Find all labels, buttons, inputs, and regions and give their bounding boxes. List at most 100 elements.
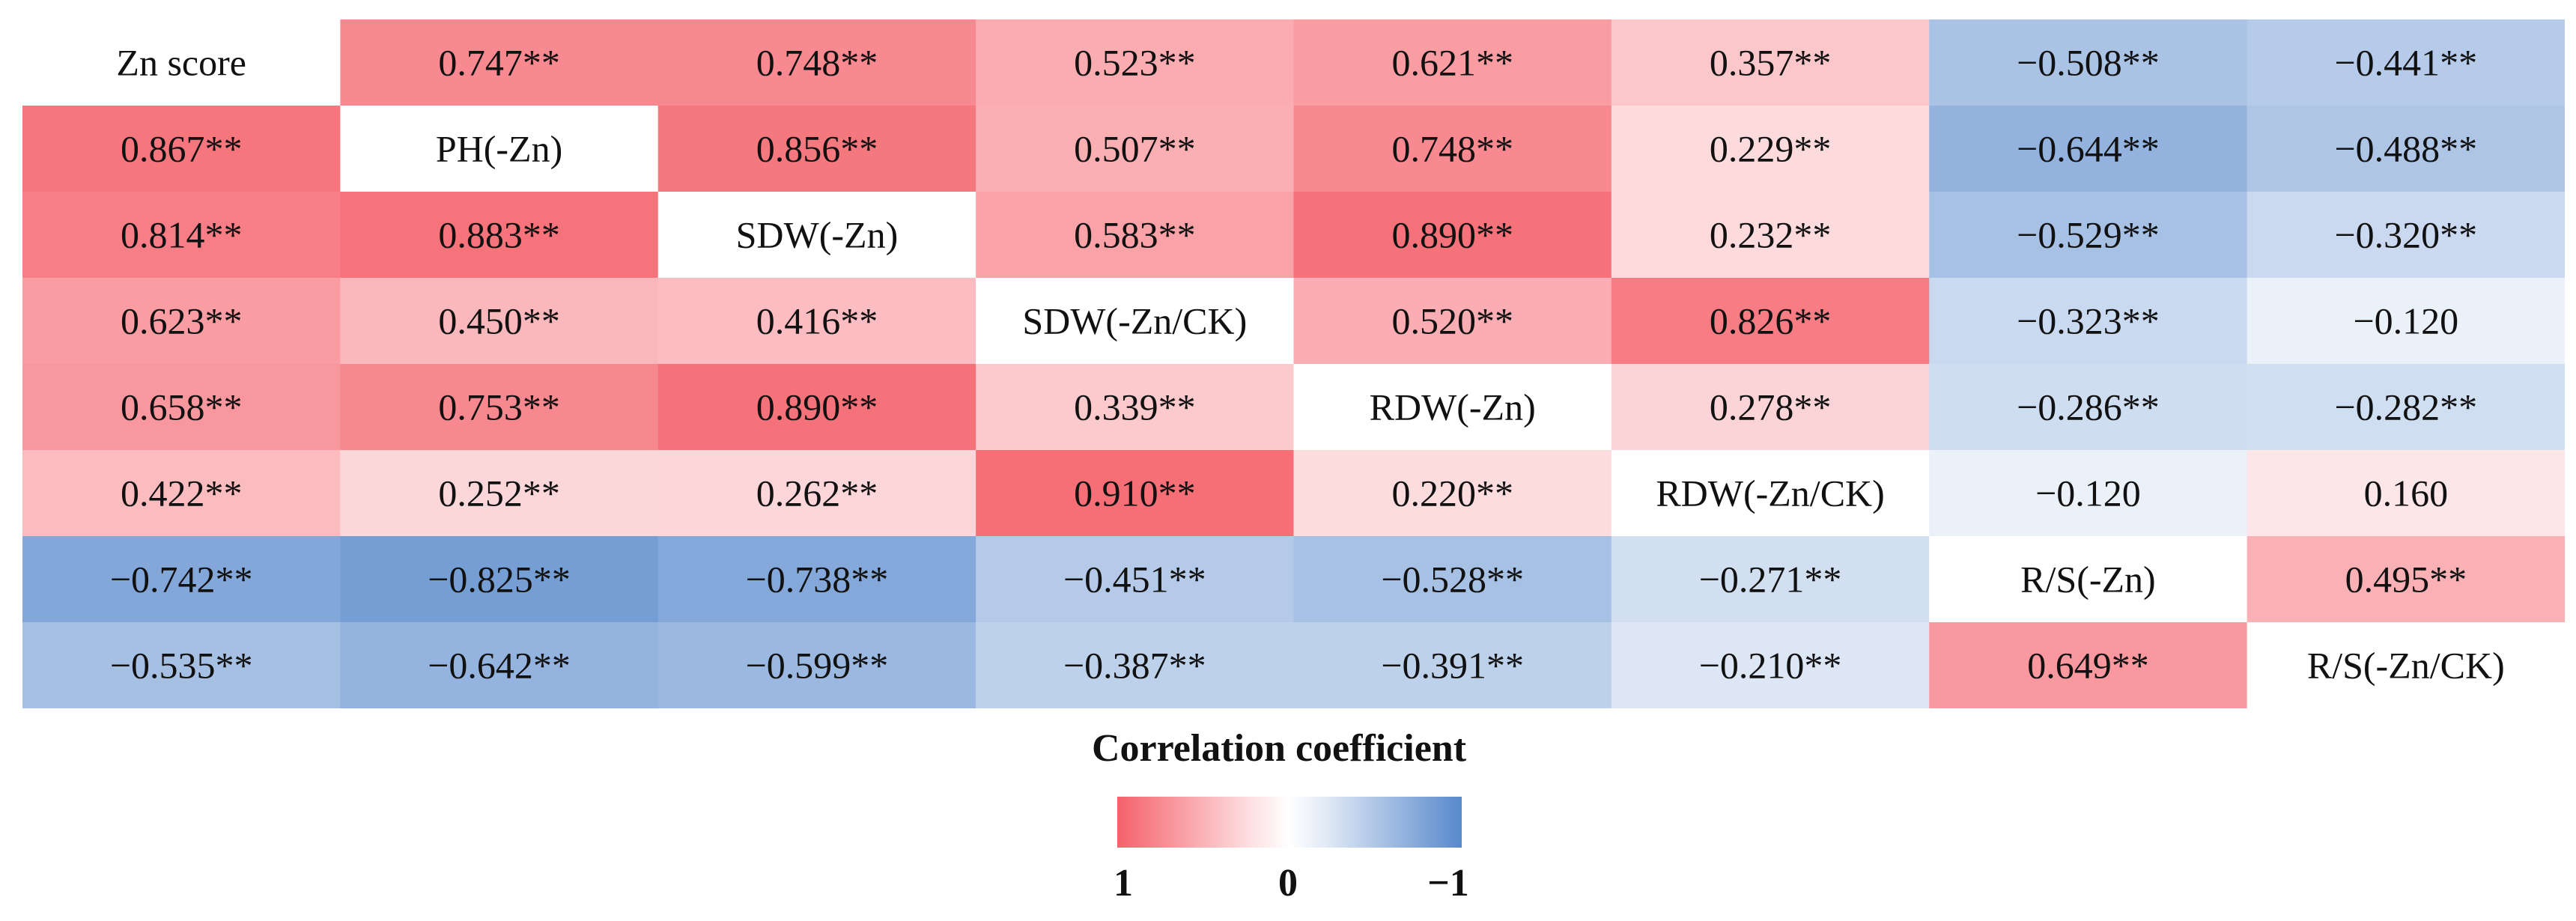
variable-label: R/S(-Zn): [2020, 559, 2156, 601]
cell-value-label: 0.507**: [1074, 128, 1196, 170]
heatmap-cell: [657, 622, 976, 708]
heatmap-cell: [1611, 106, 1930, 192]
diagonal-cell: [1611, 450, 1930, 537]
heatmap-cell: [657, 106, 976, 192]
heatmap-cell: [1293, 19, 1612, 106]
heatmap-cell: [1929, 192, 2248, 279]
cell-value-label: −0.120: [2353, 300, 2458, 342]
legend-tick-negative: −1: [1427, 862, 1469, 905]
diagonal-cell: [340, 106, 659, 192]
cell-value-label: −0.451**: [1063, 559, 1206, 601]
legend-tick-zero: 0: [1278, 862, 1298, 905]
cell-value-label: −0.742**: [110, 559, 253, 601]
cell-value-label: 0.856**: [756, 128, 878, 170]
diagonal-cell: [2247, 622, 2565, 708]
heatmap-cell: [2247, 278, 2565, 365]
diagonal-cell: [1293, 364, 1612, 451]
cell-value-label: 0.890**: [756, 386, 878, 428]
cell-value-label: 0.621**: [1391, 42, 1513, 84]
heatmap-cell: [976, 19, 1295, 106]
heatmap-cell: [340, 450, 659, 537]
cell-value-label: 0.583**: [1074, 214, 1196, 256]
cell-value-label: −0.320**: [2334, 214, 2477, 256]
diagonal-cell: [976, 278, 1295, 365]
cell-value-label: 0.658**: [121, 386, 243, 428]
variable-label: RDW(-Zn): [1370, 386, 1536, 428]
cell-value-label: 0.623**: [121, 300, 243, 342]
variable-label: SDW(-Zn): [736, 214, 899, 256]
cell-value-label: 0.814**: [121, 214, 243, 256]
cell-value-label: −0.528**: [1381, 559, 1524, 601]
heatmap-cell: [22, 450, 341, 537]
cell-value-label: 0.520**: [1391, 300, 1513, 342]
heatmap-cell: [1611, 364, 1930, 451]
heatmap-cell: [2247, 364, 2565, 451]
color-legend: Correlation coefficient 1 0 −1: [1092, 727, 1469, 905]
cell-value-label: −0.488**: [2334, 128, 2477, 170]
heatmap-cell: [1611, 536, 1930, 623]
cell-value-label: 0.252**: [438, 472, 560, 514]
heatmap-cell: [1293, 622, 1612, 708]
heatmap-cell: [1929, 364, 2248, 451]
heatmap-cell: [1293, 278, 1612, 365]
cell-value-label: 0.747**: [438, 42, 560, 84]
cell-value-label: 0.495**: [2345, 559, 2467, 601]
heatmap-cell: [1611, 622, 1930, 708]
variable-label: Zn score: [116, 42, 246, 84]
heatmap-cell: [657, 450, 976, 537]
variable-label: PH(-Zn): [436, 128, 562, 170]
cell-value-label: −0.391**: [1381, 645, 1524, 687]
heatmap-cell: [1293, 450, 1612, 537]
heatmap-cell: [1929, 450, 2248, 537]
heatmap-cell: [340, 19, 659, 106]
heatmap-cell: [2247, 450, 2565, 537]
cell-value-label: −0.642**: [428, 645, 571, 687]
cell-value-label: −0.323**: [2017, 300, 2160, 342]
heatmap-cell: [657, 19, 976, 106]
heatmap-cell: [340, 278, 659, 365]
heatmap-cell: [22, 278, 341, 365]
legend-title: Correlation coefficient: [1092, 727, 1467, 770]
cell-value-label: 0.523**: [1074, 42, 1196, 84]
cell-value-label: 0.416**: [756, 300, 878, 342]
heatmap-cell: [22, 364, 341, 451]
heatmap-cell: [2247, 19, 2565, 106]
cell-value-label: 0.229**: [1710, 128, 1832, 170]
cell-value-label: −0.508**: [2017, 42, 2160, 84]
heatmap-cell: [1611, 278, 1930, 365]
cell-value-label: 0.867**: [121, 128, 243, 170]
heatmap-cell: [1293, 192, 1612, 279]
heatmap-cell: [1929, 622, 2248, 708]
cell-value-label: 0.748**: [756, 42, 878, 84]
heatmap-cell: [340, 622, 659, 708]
cell-value-label: 0.753**: [438, 386, 560, 428]
variable-label: RDW(-Zn/CK): [1656, 472, 1885, 514]
variable-label: SDW(-Zn/CK): [1022, 300, 1247, 342]
heatmap-cell: [22, 192, 341, 279]
cell-value-label: −0.529**: [2017, 214, 2160, 256]
heatmap-cell: [657, 536, 976, 623]
heatmap-cell: [976, 536, 1295, 623]
cell-value-label: −0.599**: [746, 645, 889, 687]
legend-color-bar: [1117, 797, 1462, 848]
heatmap-cell: [22, 106, 341, 192]
heatmap-cell: [1611, 192, 1930, 279]
heatmap-cell: [1293, 536, 1612, 623]
cell-value-label: −0.282**: [2334, 386, 2477, 428]
heatmap-cell: [976, 450, 1295, 537]
cell-value-label: 0.262**: [756, 472, 878, 514]
heatmap-cell: [340, 192, 659, 279]
diagonal-cell: [657, 192, 976, 279]
heatmap-cell: [2247, 536, 2565, 623]
heatmap-cell: [976, 364, 1295, 451]
cell-value-label: 0.422**: [121, 472, 243, 514]
cell-value-label: 0.357**: [1710, 42, 1832, 84]
legend-tick-positive: 1: [1114, 862, 1133, 905]
cell-value-label: 0.748**: [1391, 128, 1513, 170]
cell-value-label: −0.441**: [2334, 42, 2477, 84]
cell-value-label: 0.232**: [1710, 214, 1832, 256]
heatmap-cell: [2247, 192, 2565, 279]
cell-value-label: 0.339**: [1074, 386, 1196, 428]
heatmap-cell: [976, 622, 1295, 708]
variable-label: R/S(-Zn/CK): [2307, 645, 2505, 687]
